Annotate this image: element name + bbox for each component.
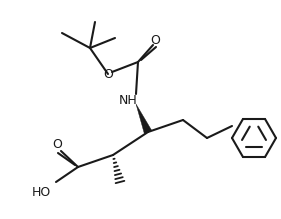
Polygon shape [136,104,152,134]
Text: HO: HO [31,185,51,198]
Text: NH: NH [119,94,137,106]
Text: O: O [52,138,62,150]
Text: O: O [103,67,113,81]
Text: O: O [150,34,160,46]
